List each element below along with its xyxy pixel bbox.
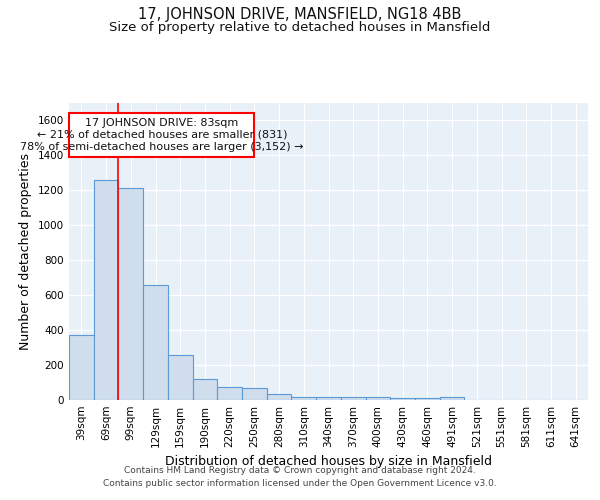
Text: 78% of semi-detached houses are larger (3,152) →: 78% of semi-detached houses are larger (… (20, 142, 304, 152)
Bar (365, 398, 390, 400)
Bar (70, 113, 254, 157)
Bar (390, 398, 415, 400)
Bar (415, 398, 440, 400)
Bar (168, 354, 193, 400)
Text: 17, JOHNSON DRIVE, MANSFIELD, NG18 4BB: 17, JOHNSON DRIVE, MANSFIELD, NG18 4BB (139, 8, 461, 22)
Bar (292, 396, 316, 400)
Text: Size of property relative to detached houses in Mansfield: Size of property relative to detached ho… (109, 21, 491, 34)
Bar (118, 188, 143, 400)
Y-axis label: Number of detached properties: Number of detached properties (19, 153, 32, 350)
Bar (193, 379, 217, 400)
Text: Contains HM Land Registry data © Crown copyright and database right 2024.
Contai: Contains HM Land Registry data © Crown c… (103, 466, 497, 487)
Text: ← 21% of detached houses are smaller (831): ← 21% of detached houses are smaller (83… (37, 130, 287, 140)
X-axis label: Distribution of detached houses by size in Mansfield: Distribution of detached houses by size … (165, 456, 492, 468)
Bar (267, 394, 292, 400)
Bar (440, 398, 464, 400)
Bar (316, 396, 341, 400)
Bar (217, 387, 242, 400)
Bar (143, 284, 168, 400)
Bar (69, 335, 94, 400)
Bar (341, 398, 365, 400)
Bar (242, 388, 267, 400)
Bar (94, 180, 118, 400)
Text: 17 JOHNSON DRIVE: 83sqm: 17 JOHNSON DRIVE: 83sqm (85, 118, 239, 128)
